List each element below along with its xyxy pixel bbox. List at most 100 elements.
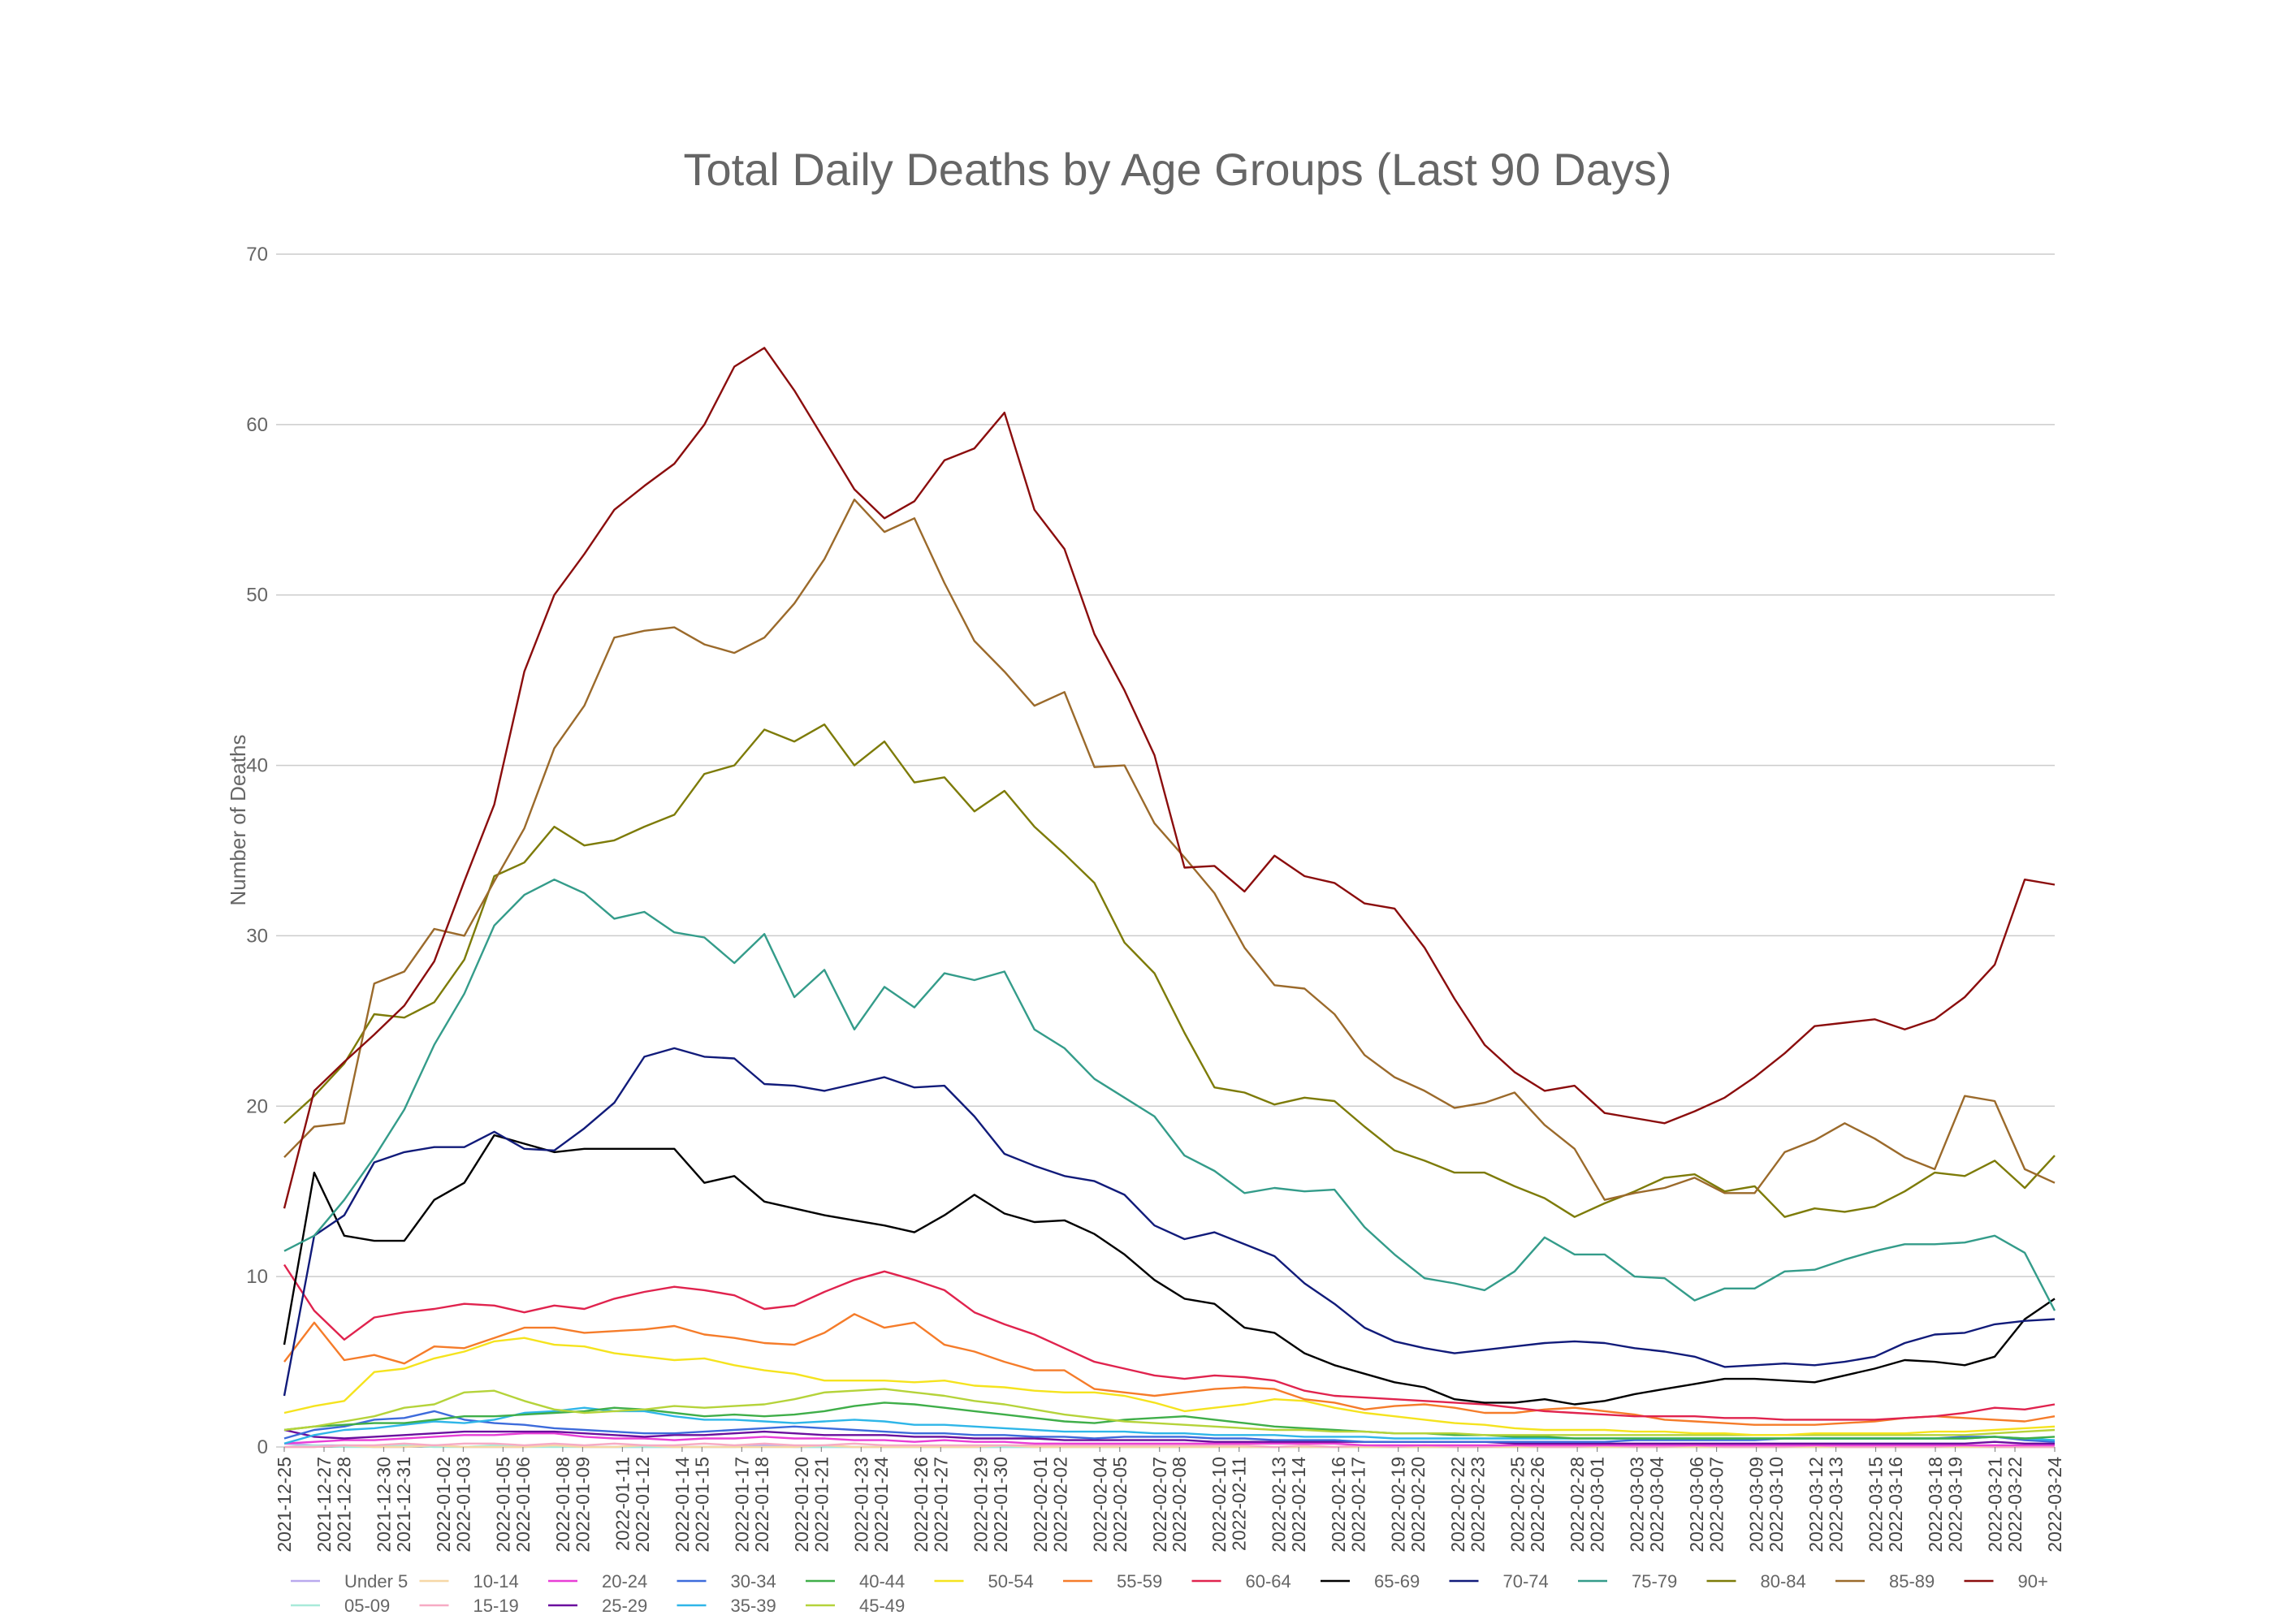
legend-label-85-89[interactable]: 85-89 [1889, 1571, 1935, 1592]
x-tick-2022-03-13: 2022-03-13 [1826, 1457, 1847, 1553]
x-tick-2022-01-03: 2022-01-03 [452, 1457, 473, 1553]
x-tick-2022-03-22: 2022-03-22 [2004, 1457, 2025, 1553]
x-tick-2022-02-16: 2022-02-16 [1328, 1457, 1349, 1553]
x-tick-2022-02-04: 2022-02-04 [1089, 1457, 1110, 1553]
y-tick-60: 60 [246, 414, 268, 436]
legend-label-55-59[interactable]: 55-59 [1117, 1571, 1162, 1592]
x-tick-2021-12-31: 2021-12-31 [393, 1457, 414, 1553]
x-tick-2022-01-05: 2022-01-05 [492, 1457, 513, 1553]
x-tick-2022-01-09: 2022-01-09 [572, 1457, 593, 1553]
legend-label-65-69[interactable]: 65-69 [1374, 1571, 1420, 1592]
y-tick-labels: 0 10 20 30 40 50 60 70 [246, 244, 268, 1458]
x-tick-2022-03-21: 2022-03-21 [1985, 1457, 2006, 1553]
legend-label-80-84[interactable]: 80-84 [1761, 1571, 1806, 1592]
series-line-50-54 [283, 1337, 2056, 1436]
y-tick-30: 30 [246, 925, 268, 947]
series-line-15-19 [284, 1442, 2055, 1449]
y-tick-10: 10 [246, 1266, 268, 1288]
x-tick-2022-03-15: 2022-03-15 [1865, 1457, 1887, 1553]
legend-label-50-54[interactable]: 50-54 [988, 1571, 1034, 1592]
legend-label-25-29[interactable]: 25-29 [602, 1596, 647, 1616]
x-tick-2022-01-11: 2022-01-11 [612, 1457, 633, 1551]
x-tick-2021-12-25: 2021-12-25 [274, 1457, 295, 1553]
y-tick-50: 50 [246, 585, 268, 607]
x-tick-2022-02-13: 2022-02-13 [1269, 1457, 1290, 1553]
legend-label-30-34[interactable]: 30-34 [731, 1571, 776, 1592]
x-tick-2022-02-11: 2022-02-11 [1229, 1457, 1250, 1551]
x-tick-2022-03-19: 2022-03-19 [1945, 1457, 1966, 1553]
grid-lines [276, 253, 2055, 1448]
y-tick-20: 20 [246, 1095, 268, 1117]
legend: Under 5 05-09 10-14 15-19 20-24 25-29 30-34 35-… [291, 1571, 2048, 1616]
x-tick-2022-02-26: 2022-02-26 [1527, 1457, 1548, 1553]
series-line-80-84 [283, 723, 2056, 1218]
legend-label-10-14[interactable]: 10-14 [473, 1571, 519, 1592]
x-tick-2022-03-16: 2022-03-16 [1885, 1457, 1906, 1553]
x-tick-2022-02-28: 2022-02-28 [1567, 1457, 1588, 1553]
x-tick-2022-01-21: 2022-01-21 [811, 1457, 832, 1553]
legend-label-40-44[interactable]: 40-44 [859, 1571, 905, 1592]
x-tick-2022-02-10: 2022-02-10 [1208, 1457, 1230, 1553]
x-tick-2022-02-20: 2022-02-20 [1407, 1457, 1429, 1553]
x-tick-2022-01-18: 2022-01-18 [751, 1457, 772, 1553]
series-line-70-74 [283, 1047, 2056, 1397]
x-tick-2022-01-17: 2022-01-17 [731, 1457, 752, 1553]
x-tick-2022-03-18: 2022-03-18 [1925, 1457, 1946, 1553]
legend-label-75-79[interactable]: 75-79 [1632, 1571, 1677, 1592]
legend-label-90-[interactable]: 90+ [2018, 1571, 2048, 1592]
legend-label-45-49[interactable]: 45-49 [859, 1596, 905, 1616]
x-tick-2022-02-05: 2022-02-05 [1109, 1457, 1131, 1553]
x-tick-2022-01-08: 2022-01-08 [552, 1457, 573, 1553]
x-tick-2022-02-17: 2022-02-17 [1348, 1457, 1369, 1553]
legend-label-60-64[interactable]: 60-64 [1246, 1571, 1291, 1592]
legend-label-70-74[interactable]: 70-74 [1503, 1571, 1549, 1592]
legend-label-05-09[interactable]: 05-09 [344, 1596, 390, 1616]
x-tick-2022-02-07: 2022-02-07 [1149, 1457, 1170, 1553]
series-line-90- [283, 347, 2056, 1209]
x-tick-2022-02-25: 2022-02-25 [1507, 1457, 1528, 1553]
x-tick-2021-12-28: 2021-12-28 [334, 1457, 355, 1553]
x-tick-2021-12-30: 2021-12-30 [374, 1457, 395, 1553]
x-tick-2022-01-06: 2022-01-06 [512, 1457, 534, 1553]
x-tick-2021-12-27: 2021-12-27 [313, 1457, 335, 1553]
x-tick-2022-03-07: 2022-03-07 [1706, 1457, 1727, 1553]
x-tick-2022-01-26: 2022-01-26 [910, 1457, 932, 1553]
y-tick-70: 70 [246, 244, 268, 266]
x-tick-2022-01-02: 2022-01-02 [433, 1457, 454, 1553]
legend-label-35-39[interactable]: 35-39 [731, 1596, 776, 1616]
x-tick-2022-02-08: 2022-02-08 [1169, 1457, 1190, 1553]
x-tick-2022-03-24: 2022-03-24 [2044, 1457, 2065, 1553]
x-tick-2022-01-30: 2022-01-30 [990, 1457, 1011, 1553]
series-line-60-64 [283, 1263, 2056, 1421]
x-tick-2022-01-15: 2022-01-15 [691, 1457, 712, 1553]
x-tick-2022-03-01: 2022-03-01 [1587, 1457, 1608, 1553]
x-tick-2022-01-12: 2022-01-12 [632, 1457, 653, 1553]
x-tick-2022-03-03: 2022-03-03 [1627, 1457, 1648, 1553]
x-tick-2022-02-19: 2022-02-19 [1388, 1457, 1409, 1553]
x-tick-2022-02-02: 2022-02-02 [1049, 1457, 1070, 1553]
y-axis-label: Number of Deaths [226, 735, 250, 906]
series-line-20-24 [283, 1432, 2055, 1447]
x-tick-2022-03-09: 2022-03-09 [1746, 1457, 1767, 1553]
x-tick-2022-02-14: 2022-02-14 [1288, 1457, 1309, 1553]
series-line-75-79 [283, 878, 2056, 1311]
x-tick-2022-03-04: 2022-03-04 [1646, 1457, 1667, 1553]
x-tick-2022-03-12: 2022-03-12 [1805, 1457, 1827, 1553]
x-tick-2022-01-27: 2022-01-27 [930, 1457, 951, 1553]
series-line-25-29 [283, 1428, 2055, 1445]
y-tick-40: 40 [246, 755, 268, 777]
x-tick-2022-02-22: 2022-02-22 [1447, 1457, 1468, 1553]
legend-label-under-5[interactable]: Under 5 [344, 1571, 408, 1592]
series-line-65-69 [283, 1134, 2056, 1406]
chart-title: Total Daily Deaths by Age Groups (Last 9… [683, 144, 1671, 195]
legend-label-15-19[interactable]: 15-19 [473, 1596, 519, 1616]
x-tick-2022-01-29: 2022-01-29 [970, 1457, 991, 1553]
legend-label-20-24[interactable]: 20-24 [602, 1571, 647, 1592]
x-tick-2022-01-23: 2022-01-23 [850, 1457, 871, 1553]
x-tick-2022-01-14: 2022-01-14 [672, 1457, 693, 1553]
x-tick-2022-02-01: 2022-02-01 [1030, 1457, 1051, 1553]
series-line-30-34 [283, 1410, 2056, 1443]
